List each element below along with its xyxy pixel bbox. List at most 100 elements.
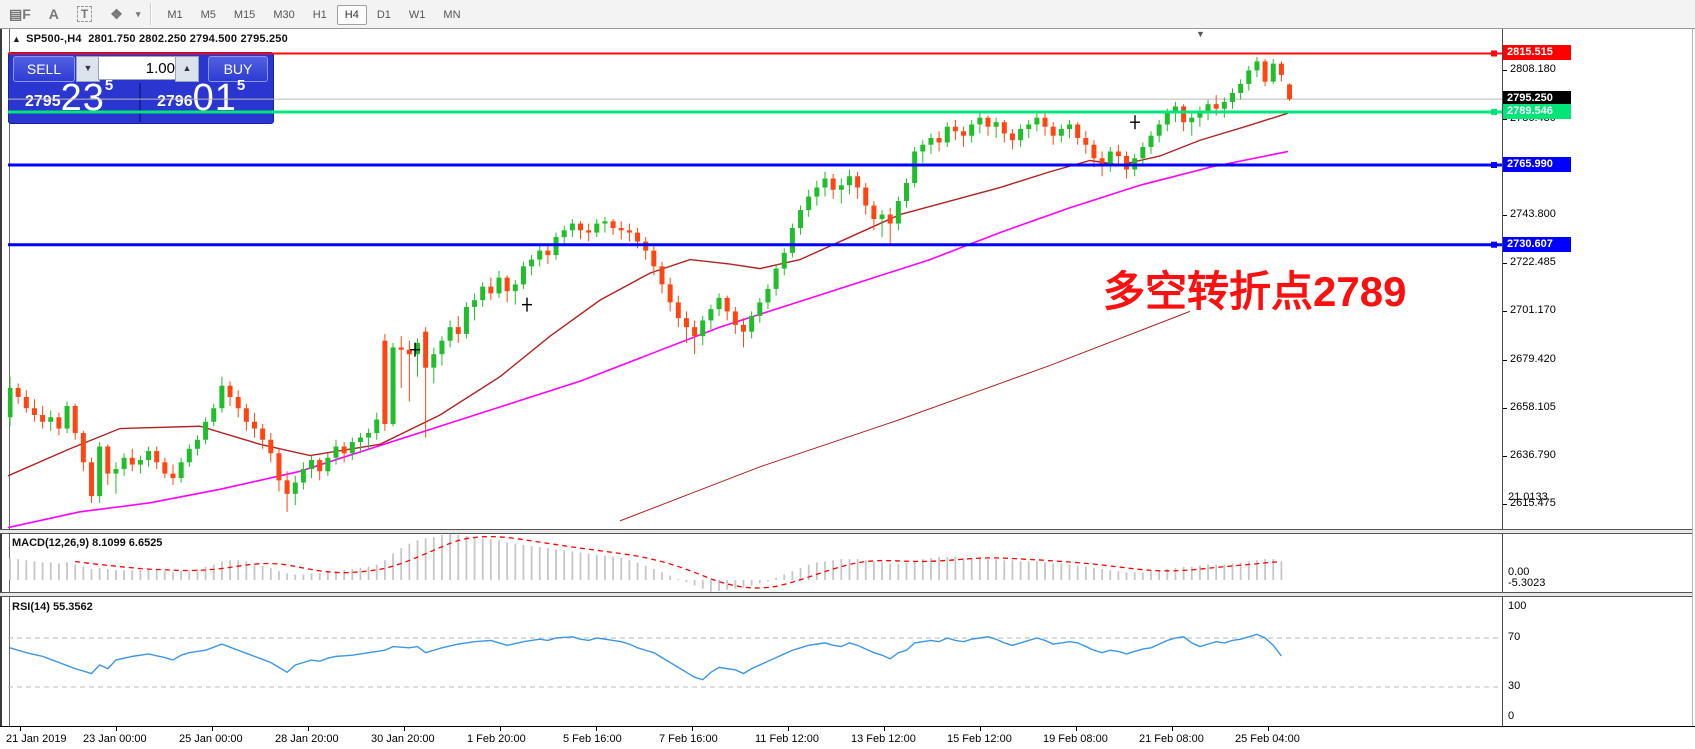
- time-label: 23 Jan 00:00: [83, 733, 147, 745]
- candle-body: [56, 417, 62, 429]
- candle-body: [1164, 113, 1170, 125]
- timeframe-h4[interactable]: H4: [336, 5, 367, 25]
- candle-body: [1083, 137, 1089, 145]
- pane-splitter-macd[interactable]: [0, 529, 1692, 534]
- candle-body: [415, 342, 420, 355]
- candle-body: [724, 297, 730, 312]
- time-tick-mark: [308, 727, 309, 731]
- candle-body: [300, 469, 306, 483]
- timeframe-m15[interactable]: M15: [233, 9, 256, 21]
- candle-body: [243, 408, 249, 422]
- macd-label: MACD(12,26,9) 8.1099 6.6525: [12, 537, 163, 549]
- buy-price-sup: 5: [236, 77, 246, 94]
- timeframe-mn[interactable]: MN: [443, 9, 461, 21]
- candle-body: [211, 408, 217, 422]
- timeframe-h1[interactable]: H1: [312, 9, 327, 21]
- sell-button[interactable]: SELL: [13, 56, 75, 82]
- label-tool-icon[interactable]: A: [48, 6, 59, 22]
- candle-body: [40, 415, 46, 422]
- candle-body: [692, 327, 698, 337]
- candle-body: [72, 405, 78, 434]
- candle-body: [1001, 122, 1007, 134]
- candle-body: [1221, 101, 1227, 109]
- candle-body: [31, 408, 37, 415]
- candle-body: [398, 347, 404, 350]
- timeframe-m1[interactable]: M1: [167, 9, 183, 21]
- candle-body: [700, 320, 706, 337]
- candle-body: [1238, 83, 1244, 93]
- collapse-arrow-icon[interactable]: ▲: [12, 34, 22, 44]
- time-label: 13 Feb 12:00: [851, 733, 916, 745]
- candle-body: [993, 122, 999, 127]
- ohlc-readout: 2801.750 2802.250 2794.500 2795.250: [88, 33, 288, 45]
- timeframe-w1[interactable]: W1: [408, 9, 426, 21]
- chart-shift-marker-icon[interactable]: ▼: [1196, 29, 1205, 39]
- rsi-pane[interactable]: [8, 597, 1502, 725]
- candle-body: [309, 460, 315, 470]
- buy-button[interactable]: BUY: [208, 56, 268, 82]
- candle-body: [806, 196, 812, 211]
- time-tick-mark: [404, 727, 405, 731]
- time-axis[interactable]: 21 Jan 2019 23 Jan 00:00 25 Jan 00:00 28 Ja…: [0, 726, 1695, 749]
- candle-body: [838, 185, 844, 190]
- candle-body: [520, 266, 526, 285]
- candle-body: [708, 309, 714, 321]
- timeframe-d1[interactable]: D1: [376, 9, 391, 21]
- candle-body: [1156, 124, 1162, 136]
- candle-body: [659, 266, 665, 285]
- sell-price-prefix: 2795: [25, 93, 61, 110]
- candle-body: [781, 252, 787, 269]
- candle-body: [512, 284, 518, 292]
- candle-body: [1050, 126, 1056, 136]
- volume-input[interactable]: [98, 56, 180, 80]
- time-tick-mark: [116, 727, 117, 731]
- dropdown-caret-icon[interactable]: ▾: [135, 8, 141, 19]
- scale-tick-mark: [1503, 360, 1507, 361]
- candle-body: [667, 284, 673, 303]
- scale-tick-label: 2722.485: [1510, 256, 1556, 268]
- candle-body: [1246, 70, 1252, 84]
- grid-f-icon[interactable]: ▤F: [9, 5, 31, 22]
- time-label: 19 Feb 08:00: [1043, 733, 1108, 745]
- timeframe-m30[interactable]: M30: [273, 9, 295, 21]
- scale-tick-label: 2701.170: [1510, 304, 1556, 316]
- macd-pane[interactable]: [8, 533, 1502, 592]
- time-tick-mark: [980, 727, 981, 731]
- text-tool-icon[interactable]: T: [68, 3, 101, 25]
- price-badge: 2815.515: [1503, 45, 1571, 61]
- scale-tick-label: 2808.180: [1510, 63, 1556, 75]
- candle-body: [683, 318, 689, 328]
- candle-body: [1148, 135, 1154, 147]
- time-label: 28 Jan 20:00: [275, 733, 339, 745]
- volume-decrement-icon[interactable]: ▼: [76, 56, 100, 82]
- main-price-chart[interactable]: [8, 30, 1502, 529]
- scale-tick-mark: [1503, 504, 1507, 506]
- volume-increment-icon[interactable]: ▲: [175, 56, 199, 82]
- hline-endpoint-handle: [1491, 108, 1497, 115]
- sell-price-sup: 5: [104, 77, 114, 94]
- candle-body: [186, 448, 192, 463]
- candle-body: [814, 187, 820, 197]
- time-label: 21 Jan 2019: [6, 733, 67, 745]
- candle-body: [219, 385, 225, 409]
- ma-fast-line: [8, 112, 1289, 477]
- candle-body: [1124, 155, 1130, 170]
- candle-body: [1034, 117, 1040, 125]
- candle-body: [1140, 146, 1146, 159]
- candle-body: [871, 205, 877, 220]
- candle-body: [374, 419, 380, 434]
- candle-body: [252, 421, 257, 429]
- timeframe-m5[interactable]: M5: [200, 9, 216, 21]
- candle-body: [137, 460, 143, 465]
- time-tick-mark: [20, 727, 21, 731]
- candle-body: [920, 144, 926, 152]
- candle-body: [789, 228, 795, 253]
- pane-splitter-rsi[interactable]: [0, 592, 1692, 597]
- candle-body: [969, 124, 975, 136]
- chart-window: [0, 28, 1695, 749]
- arrows-tool-icon[interactable]: ❖: [110, 5, 123, 22]
- candle-body: [952, 126, 958, 132]
- time-tick-mark: [788, 727, 789, 731]
- candle-body: [129, 457, 135, 465]
- scale-tick-mark: [1503, 311, 1507, 312]
